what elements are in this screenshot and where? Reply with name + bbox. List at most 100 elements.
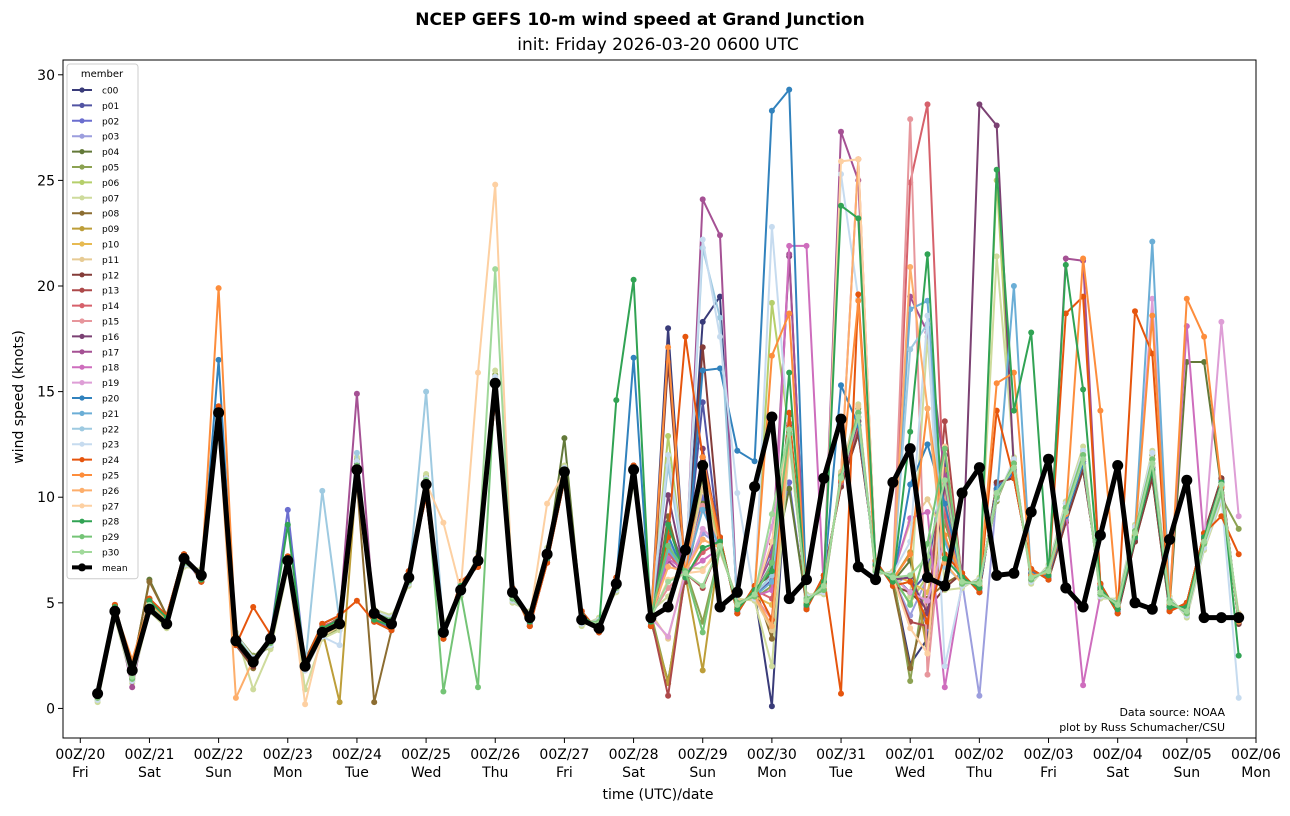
data-point-mean bbox=[1198, 612, 1210, 624]
legend-swatch-marker bbox=[79, 102, 85, 108]
data-point-p28 bbox=[1062, 261, 1069, 268]
data-point-p29 bbox=[855, 409, 862, 416]
data-point-mean bbox=[835, 413, 847, 425]
data-point-p29 bbox=[1149, 456, 1156, 463]
data-point-p13 bbox=[665, 692, 672, 699]
data-point-p08 bbox=[371, 699, 378, 706]
x-tick-date-label: 00Z/27 bbox=[539, 747, 589, 763]
legend-entry-p29: p29 bbox=[72, 533, 119, 543]
y-tick-label: 10 bbox=[37, 490, 55, 506]
data-point-c00 bbox=[717, 293, 723, 300]
data-point-p21 bbox=[1149, 238, 1156, 245]
data-point-p25 bbox=[1183, 295, 1190, 302]
x-tick-date-label: 00Z/25 bbox=[401, 747, 451, 763]
data-point-p03 bbox=[976, 692, 983, 699]
data-point-p27 bbox=[492, 181, 499, 188]
data-point-p28 bbox=[1114, 606, 1121, 613]
data-point-mean bbox=[662, 601, 674, 613]
data-point-p26 bbox=[699, 536, 706, 543]
data-point-p22 bbox=[423, 388, 430, 395]
x-tick-date-label: 00Z/24 bbox=[332, 747, 382, 763]
legend-entry-p22: p22 bbox=[72, 425, 119, 435]
data-point-p25 bbox=[1201, 333, 1208, 340]
data-point-p22 bbox=[319, 487, 326, 494]
data-point-p27 bbox=[699, 568, 706, 575]
data-point-mean bbox=[455, 584, 467, 596]
data-point-p24 bbox=[1132, 308, 1138, 315]
data-point-p28 bbox=[855, 215, 862, 222]
legend-swatch-marker bbox=[79, 380, 85, 386]
data-point-p28 bbox=[768, 568, 775, 575]
x-tick-day-label: Sat bbox=[1106, 765, 1129, 781]
legend-label: p09 bbox=[102, 225, 119, 235]
legend-label: p25 bbox=[102, 472, 119, 482]
legend-swatch-marker bbox=[79, 287, 85, 293]
data-point-mean bbox=[247, 656, 259, 668]
legend-swatch-marker bbox=[79, 549, 85, 555]
legend-entry-p03: p03 bbox=[72, 133, 119, 143]
legend-label: p27 bbox=[102, 502, 119, 512]
data-point-p30 bbox=[682, 570, 689, 577]
data-point-p24 bbox=[786, 409, 793, 416]
data-point-p24 bbox=[319, 620, 326, 627]
data-point-mean bbox=[143, 603, 155, 615]
data-point-p23 bbox=[941, 663, 948, 670]
data-point-p17 bbox=[717, 232, 723, 239]
legend-swatch-marker bbox=[79, 472, 85, 478]
x-tick-day-label: Sun bbox=[205, 765, 232, 781]
data-point-p17 bbox=[838, 128, 844, 135]
data-point-p28 bbox=[1010, 407, 1017, 414]
data-point-p15 bbox=[699, 502, 706, 509]
legend-swatch-marker bbox=[79, 410, 85, 416]
data-point-p28 bbox=[613, 397, 620, 404]
data-point-mean bbox=[541, 548, 553, 560]
chart-title: NCEP GEFS 10-m wind speed at Grand Junct… bbox=[415, 10, 864, 30]
data-point-p18 bbox=[941, 684, 948, 691]
data-point-p30 bbox=[1132, 530, 1138, 537]
data-point-mean bbox=[593, 622, 605, 634]
data-point-p17 bbox=[353, 390, 360, 397]
data-point-p07 bbox=[768, 663, 775, 670]
legend-label: p26 bbox=[102, 487, 119, 497]
data-point-mean bbox=[420, 479, 432, 490]
data-point-mean bbox=[1215, 612, 1227, 624]
data-point-p21 bbox=[699, 506, 706, 513]
data-point-mean bbox=[714, 601, 726, 613]
data-point-p05 bbox=[907, 678, 914, 684]
data-point-p20 bbox=[699, 367, 706, 374]
data-point-mean bbox=[178, 553, 190, 564]
y-tick-label: 25 bbox=[37, 173, 55, 189]
data-point-p06 bbox=[665, 433, 672, 439]
data-point-p25 bbox=[993, 380, 1000, 387]
data-point-p24 bbox=[682, 333, 689, 340]
data-point-p27 bbox=[440, 519, 447, 526]
data-point-mean bbox=[783, 593, 795, 605]
legend-label: p01 bbox=[102, 102, 119, 112]
data-point-p02 bbox=[786, 479, 793, 486]
legend-label: p28 bbox=[102, 518, 119, 528]
data-point-p30 bbox=[976, 580, 983, 587]
data-point-p19 bbox=[924, 597, 931, 604]
x-tick-date-label: 00Z/26 bbox=[470, 747, 520, 763]
x-tick-date-label: 00Z/28 bbox=[609, 747, 659, 763]
data-point-p28 bbox=[1235, 652, 1242, 659]
data-point-p28 bbox=[976, 585, 983, 591]
data-point-p28 bbox=[786, 369, 793, 376]
x-tick-date-label: 00Z/06 bbox=[1231, 747, 1281, 763]
data-point-mean bbox=[1181, 474, 1193, 486]
legend-swatch-marker bbox=[79, 426, 85, 432]
data-point-p30 bbox=[855, 414, 862, 420]
legend-label: p11 bbox=[102, 256, 119, 266]
data-point-p29 bbox=[924, 540, 931, 547]
data-point-p30 bbox=[768, 511, 775, 518]
data-point-mean bbox=[368, 607, 380, 619]
legend-entry-p16: p16 bbox=[72, 333, 119, 343]
data-point-mean bbox=[109, 605, 121, 617]
data-point-p28 bbox=[630, 276, 637, 283]
legend-swatch-marker bbox=[79, 318, 85, 324]
data-point-p21 bbox=[1010, 283, 1017, 289]
data-point-mean bbox=[749, 481, 761, 493]
data-point-p30 bbox=[699, 582, 706, 589]
data-point-p21 bbox=[768, 578, 775, 585]
legend-swatch-marker bbox=[79, 395, 85, 401]
